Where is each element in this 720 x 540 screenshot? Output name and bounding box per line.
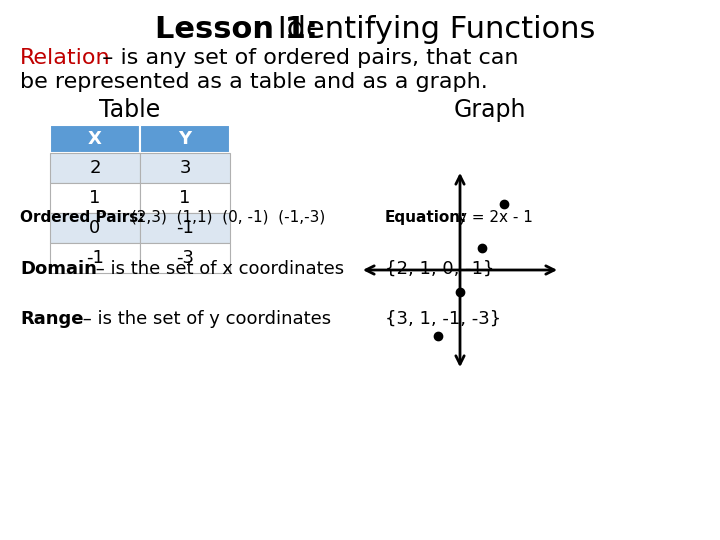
Text: -1: -1 xyxy=(176,219,194,237)
Text: Table: Table xyxy=(99,98,161,122)
Bar xyxy=(140,243,230,273)
Bar xyxy=(50,153,140,183)
Bar xyxy=(140,213,230,243)
Text: Identifying Functions: Identifying Functions xyxy=(268,15,595,44)
Bar xyxy=(50,243,140,273)
Text: Equation:: Equation: xyxy=(385,210,467,225)
Text: Graph: Graph xyxy=(454,98,526,122)
Text: Ordered Pairs:: Ordered Pairs: xyxy=(20,210,145,225)
Text: Range: Range xyxy=(20,310,84,328)
Text: {2, 1, 0, -1}: {2, 1, 0, -1} xyxy=(385,260,495,278)
Text: 0: 0 xyxy=(89,219,101,237)
Text: -1: -1 xyxy=(86,249,104,267)
Text: Domain: Domain xyxy=(20,260,97,278)
Text: 1: 1 xyxy=(179,189,191,207)
Bar xyxy=(50,213,140,243)
Text: 2: 2 xyxy=(89,159,101,177)
Text: – is any set of ordered pairs, that can: – is any set of ordered pairs, that can xyxy=(95,48,518,68)
Text: X: X xyxy=(88,130,102,148)
Text: – is the set of x coordinates: – is the set of x coordinates xyxy=(90,260,344,278)
Text: -3: -3 xyxy=(176,249,194,267)
Bar xyxy=(50,125,140,153)
Bar xyxy=(140,183,230,213)
Text: Lesson 1:: Lesson 1: xyxy=(155,15,318,44)
Text: 3: 3 xyxy=(179,159,191,177)
Bar xyxy=(140,125,230,153)
Text: (2,3)  (1,1)  (0, -1)  (-1,-3): (2,3) (1,1) (0, -1) (-1,-3) xyxy=(126,210,325,225)
Text: – is the set of y coordinates: – is the set of y coordinates xyxy=(77,310,331,328)
Text: 1: 1 xyxy=(89,189,101,207)
Bar xyxy=(50,183,140,213)
Text: Relation: Relation xyxy=(20,48,111,68)
Bar xyxy=(140,153,230,183)
Text: y = 2x - 1: y = 2x - 1 xyxy=(453,210,533,225)
Text: be represented as a table and as a graph.: be represented as a table and as a graph… xyxy=(20,72,487,92)
Text: Y: Y xyxy=(179,130,192,148)
Text: {3, 1, -1, -3}: {3, 1, -1, -3} xyxy=(385,310,501,328)
